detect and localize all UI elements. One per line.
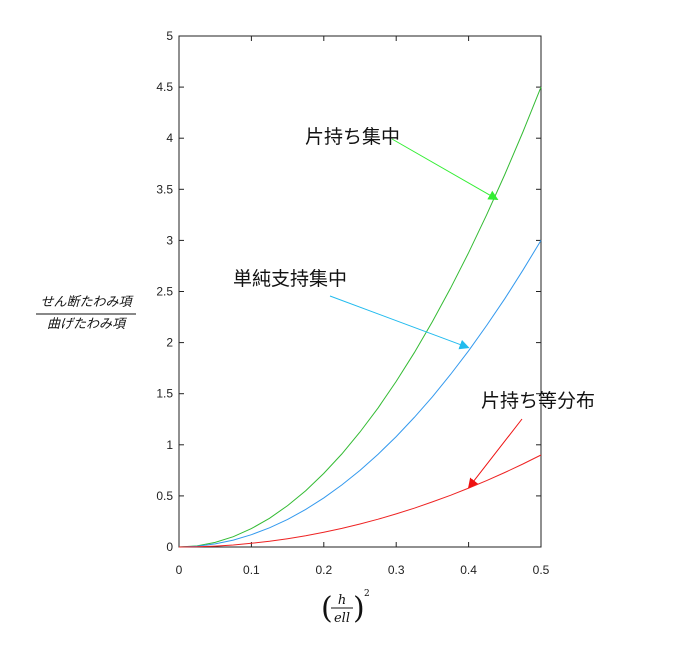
y-axis-label: せん断たわみ項 曲げたわみ項 — [36, 295, 136, 332]
x-tick-label: 0.2 — [315, 563, 332, 577]
y-tick-label: 1 — [166, 438, 173, 452]
x-tick-label: 0.3 — [388, 563, 405, 577]
x-axis-label-right-paren: ) — [353, 591, 365, 626]
series-line-2 — [178, 454, 542, 548]
annotation-arrow-1 — [329, 295, 470, 350]
x-axis-label-numerator: h — [338, 593, 346, 608]
series-line-0 — [178, 86, 542, 548]
y-tick-label: 5 — [166, 29, 173, 43]
x-tick-label: 0.4 — [460, 563, 477, 577]
x-tick-label: 0.5 — [533, 563, 550, 577]
annotation-label-2: 片持ち等分布 — [481, 390, 595, 412]
y-tick-label: 1.5 — [156, 387, 173, 401]
y-tick-label: 2.5 — [156, 285, 173, 299]
y-axis-label-numerator: せん断たわみ項 — [40, 295, 134, 310]
y-tick-label: 3 — [166, 233, 173, 247]
x-axis-label-left-paren: ( — [321, 591, 333, 626]
x-tick-label: 0.1 — [243, 563, 260, 577]
series-line-1 — [178, 240, 542, 548]
y-tick-label: 3.5 — [156, 182, 173, 196]
x-tick-label: 0 — [176, 563, 183, 577]
annotation-arrow-2 — [467, 418, 523, 489]
y-tick-label: 0.5 — [156, 489, 173, 503]
y-tick-label: 4.5 — [156, 80, 173, 94]
annotation-label-0: 片持ち集中 — [305, 126, 400, 148]
y-tick-label: 0 — [166, 540, 173, 554]
annotation-arrow-0 — [391, 138, 499, 201]
series-group — [178, 86, 542, 548]
y-tick-label: 2 — [166, 336, 173, 350]
x-axis-label-exponent: 2 — [364, 589, 370, 599]
annotation-label-1: 単純支持集中 — [233, 268, 347, 290]
tick-group: 0 0.5 1 1.5 2 2.5 3 3.5 4 4.5 5 0 0.1 0.2 0.3 0.4 0.5 — [156, 29, 549, 577]
x-axis-label: ( h ell ) 2 — [321, 589, 370, 626]
y-tick-label: 4 — [166, 131, 173, 145]
y-axis-label-denominator: 曲げたわみ項 — [47, 317, 128, 332]
x-axis-label-denominator: ell — [334, 611, 350, 626]
